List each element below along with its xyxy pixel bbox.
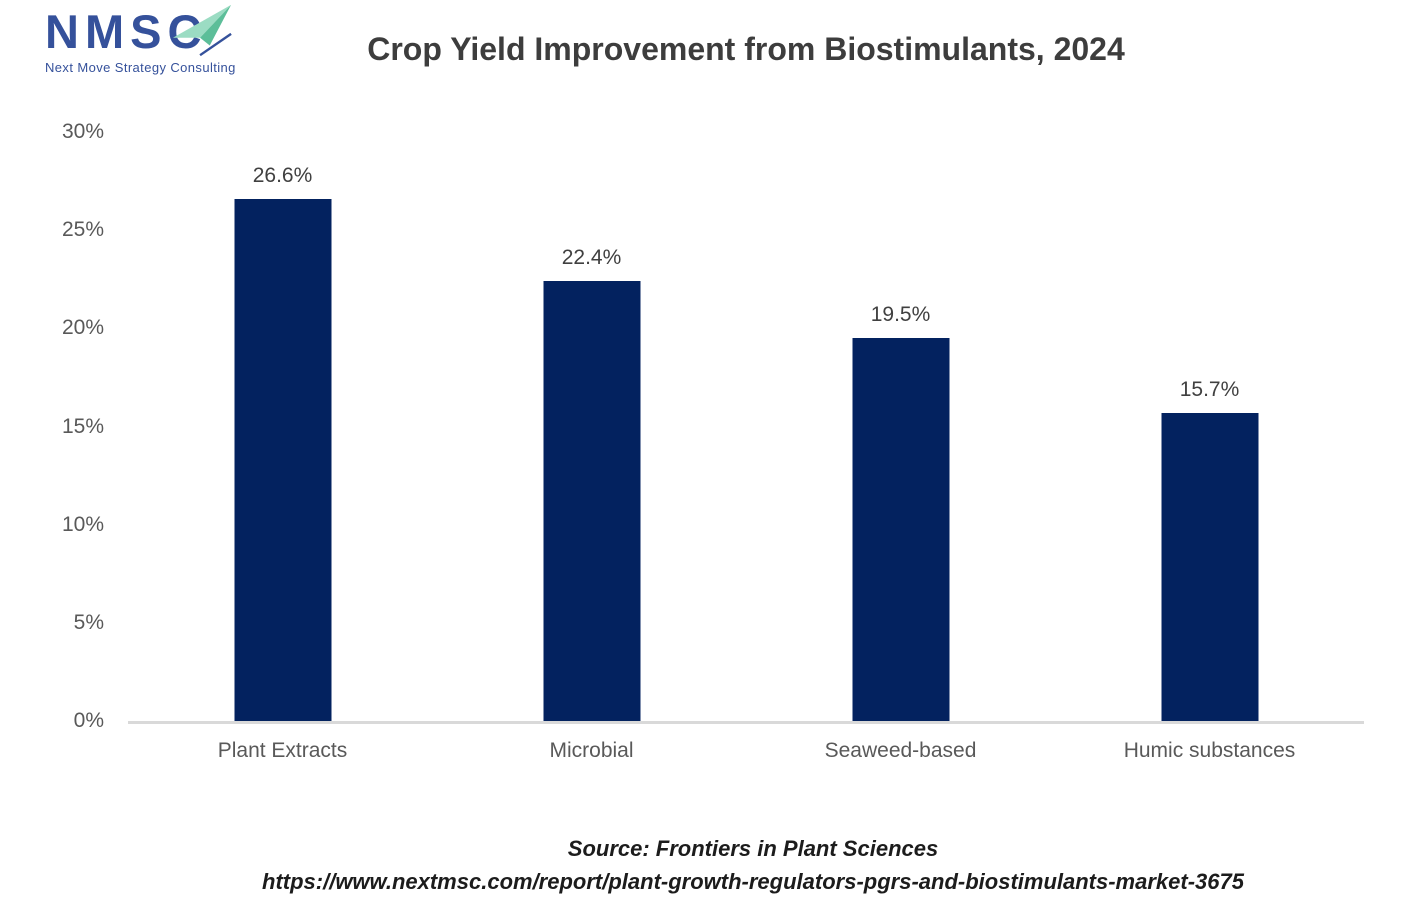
y-axis-tick-label: 30% — [61, 120, 104, 143]
y-axis-tick-label: 15% — [61, 414, 104, 438]
bar — [1161, 412, 1258, 721]
y-axis: 30% 25% 20% 15% 10% 5% 0% — [0, 120, 104, 732]
y-axis-tick-label: 25% — [61, 218, 104, 242]
source-note: Source: Frontiers in Plant Sciences http… — [0, 832, 1426, 898]
category-label: Microbial — [549, 739, 634, 762]
bar-slot: 19.5% — [746, 132, 1055, 721]
plot-area: 26.6% 22.4% 19.5% 15.7% — [128, 132, 1364, 724]
logo-brand-text: NMSC — [45, 5, 208, 58]
bar-value-label: 15.7% — [1179, 377, 1240, 401]
category-label: Plant Extracts — [217, 739, 348, 762]
category-axis: Plant Extracts Microbial Seaweed-based Humi… — [128, 739, 1364, 763]
bar-chart: 30% 25% 20% 15% 10% 5% 0% 26.6% 22.4% 19.5% 15.7%… — [0, 120, 1426, 812]
bar-value-label: 19.5% — [870, 303, 931, 327]
bar-value-label: 26.6% — [252, 163, 313, 187]
bar-slot: 22.4% — [437, 132, 746, 721]
bar-slot: 15.7% — [1055, 132, 1364, 721]
y-axis-tick-label: 5% — [73, 610, 104, 634]
logo-tagline: Next Move Strategy Consulting — [45, 59, 236, 75]
y-axis-tick-label: 10% — [61, 512, 104, 536]
nmsc-logo: NMSC Next Move Strategy Consulting — [45, 4, 265, 75]
category-label: Humic substances — [1123, 739, 1296, 762]
paper-plane-icon — [172, 4, 232, 57]
bar — [852, 338, 949, 721]
chart-title: Crop Yield Improvement from Biostimulant… — [367, 31, 1125, 67]
bar — [543, 281, 640, 721]
bar-slot: 26.6% — [128, 132, 437, 721]
bar-value-label: 22.4% — [561, 246, 622, 270]
y-axis-tick-label: 0% — [73, 709, 104, 732]
source-url: https://www.nextmsc.com/report/plant-gro… — [262, 869, 1244, 894]
y-axis-tick-label: 20% — [61, 316, 104, 340]
bar — [234, 198, 331, 721]
source-line: Source: Frontiers in Plant Sciences — [567, 836, 939, 861]
category-label: Seaweed-based — [824, 739, 977, 762]
